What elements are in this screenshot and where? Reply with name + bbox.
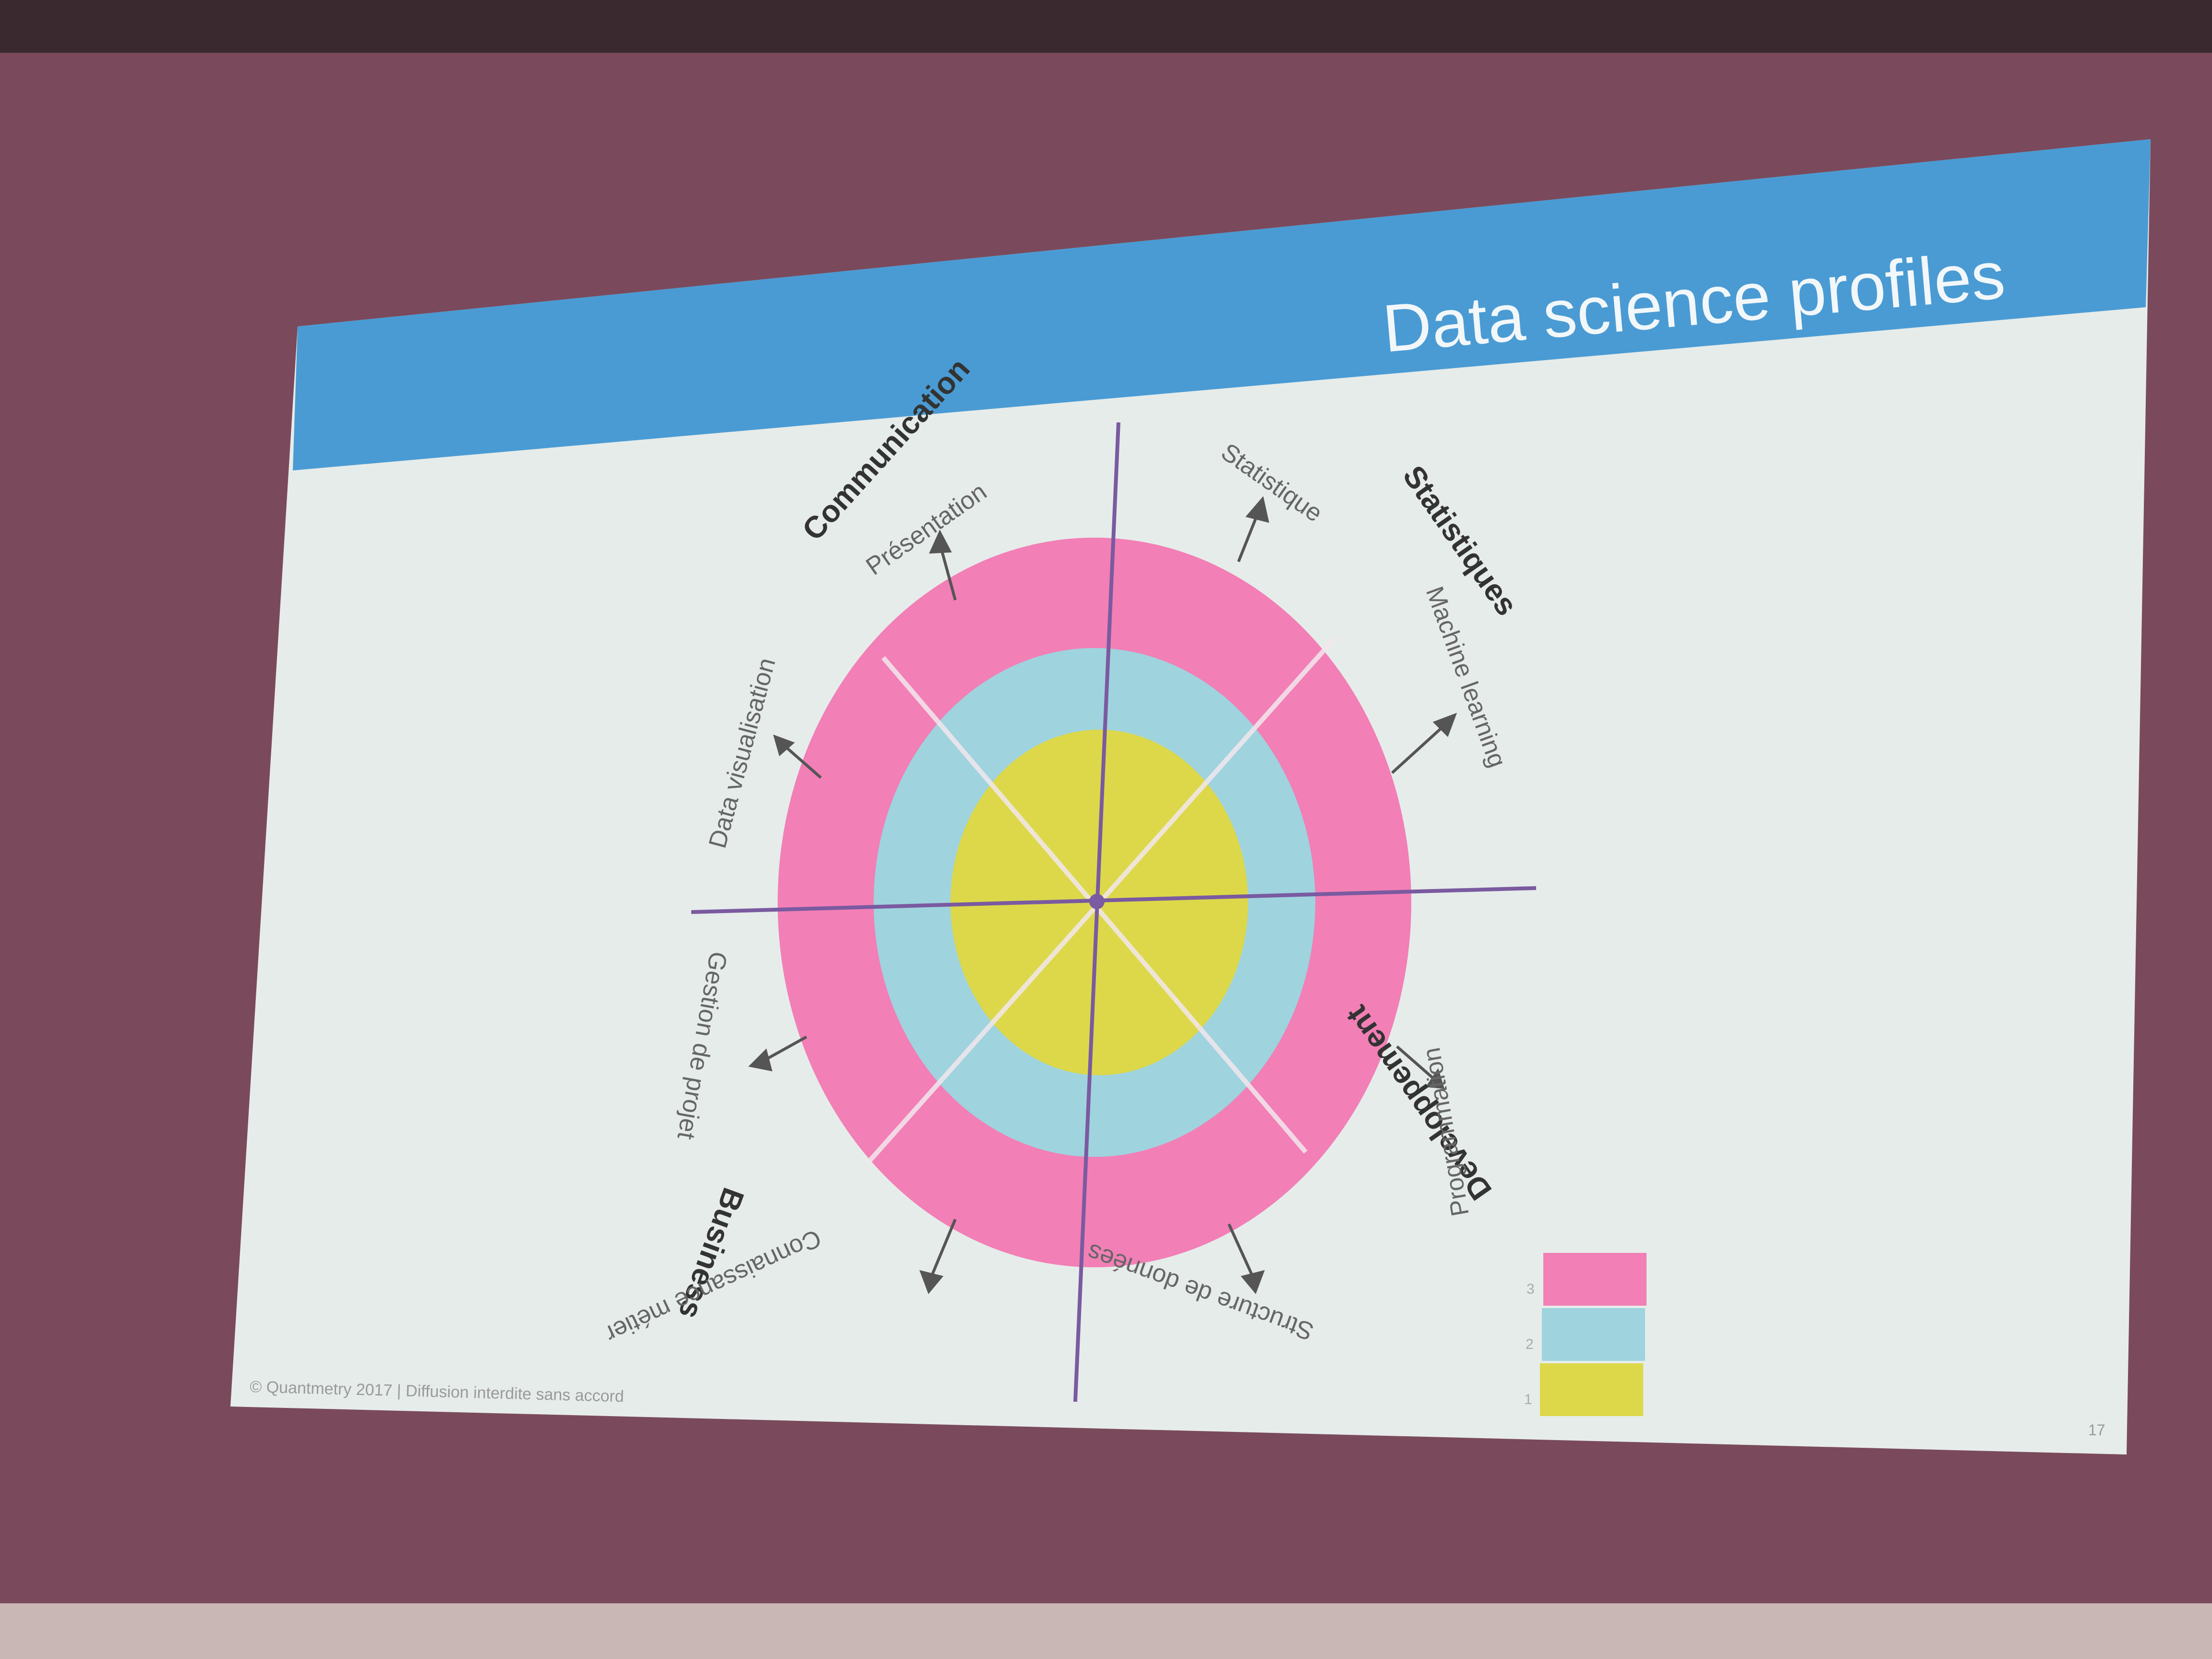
legend: 3 2 1 (1524, 1253, 1647, 1416)
page-number: 17 (2088, 1421, 2105, 1439)
legend-swatch-1 (1540, 1363, 1643, 1416)
axis-vertical (1073, 422, 1120, 1402)
floor-edge (0, 1603, 2212, 1659)
ceiling-edge (0, 0, 2212, 53)
legend-label-3: 3 (1527, 1281, 1535, 1297)
legend-swatch-2 (1542, 1308, 1645, 1361)
axis-horizontal (691, 886, 1537, 914)
title-bar (293, 139, 2151, 470)
legend-label-2: 2 (1526, 1336, 1534, 1352)
legend-swatch-3 (1543, 1253, 1647, 1306)
center-point (1089, 894, 1105, 909)
legend-label-1: 1 (1524, 1392, 1532, 1407)
